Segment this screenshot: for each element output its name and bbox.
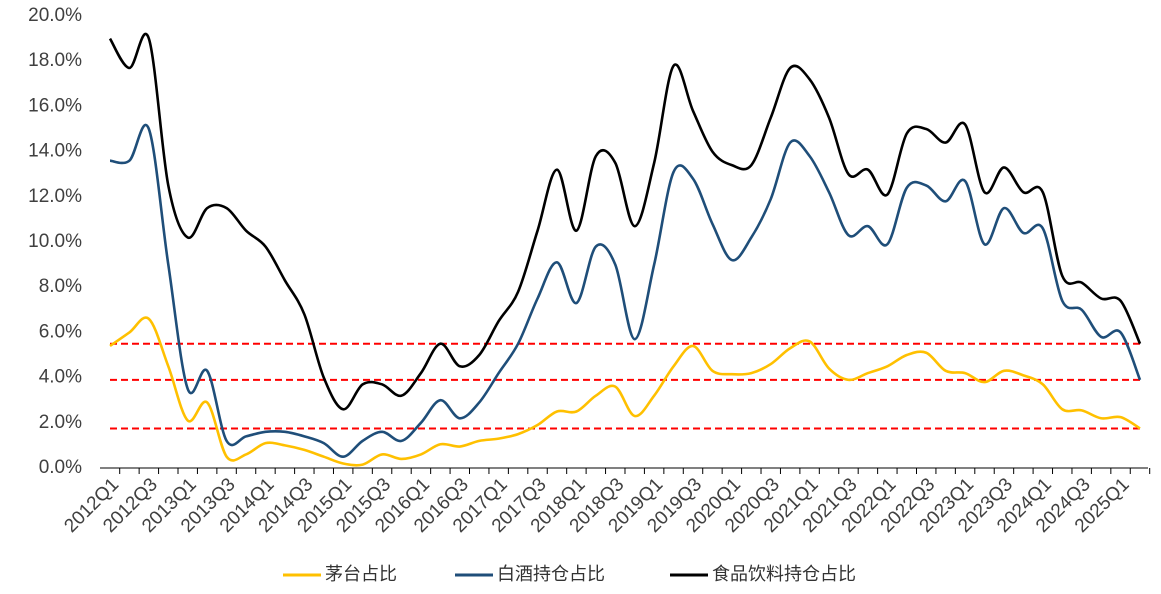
y-tick-label: 6.0%: [39, 321, 82, 342]
legend-label: 白酒持仓占比: [497, 564, 605, 585]
series-line: [109, 316, 1141, 467]
y-tick-label: 20.0%: [28, 5, 82, 26]
series-line: [109, 124, 1142, 458]
y-tick-label: 10.0%: [28, 231, 82, 252]
y-tick-label: 16.0%: [28, 95, 82, 116]
y-tick-label: 4.0%: [39, 367, 82, 388]
y-tick-label: 2.0%: [39, 412, 82, 433]
y-tick-label: 14.0%: [28, 141, 82, 162]
y-tick-label: 8.0%: [39, 276, 82, 297]
y-tick-label: 12.0%: [28, 186, 82, 207]
legend-label: 食品饮料持仓占比: [712, 564, 856, 585]
legend-label: 茅台占比: [325, 564, 397, 585]
y-tick-label: 18.0%: [28, 50, 82, 71]
series-line: [108, 33, 1142, 411]
y-tick-label: 0.0%: [39, 457, 82, 478]
